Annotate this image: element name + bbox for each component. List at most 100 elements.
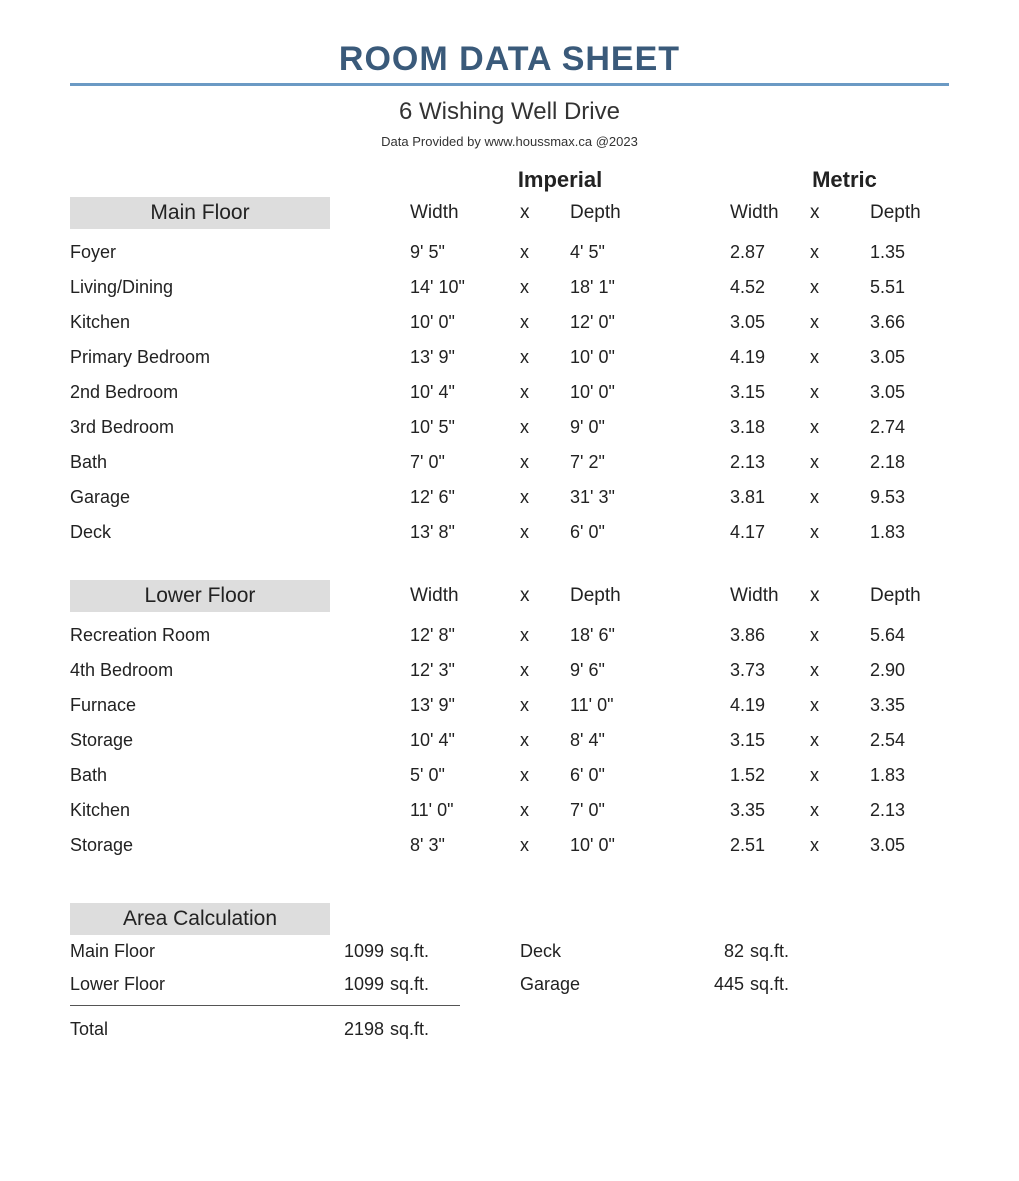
metric-depth: 3.35 — [870, 695, 940, 716]
room-row: Primary Bedroom13' 9"x10' 0"4.19x3.05 — [70, 340, 949, 375]
dimension-x: x — [810, 312, 870, 333]
room-name: Bath — [70, 765, 410, 786]
imperial-depth: 31' 3" — [570, 487, 690, 508]
imperial-width: 12' 6" — [410, 487, 520, 508]
room-row: Kitchen11' 0"x7' 0"3.35x2.13 — [70, 793, 949, 828]
room-row: Bath5' 0"x6' 0"1.52x1.83 — [70, 758, 949, 793]
area-left-value: 1099 — [320, 974, 390, 995]
area-unit: sq.ft. — [390, 974, 460, 995]
metric-width: 3.05 — [730, 312, 810, 333]
imperial-depth: 10' 0" — [570, 347, 690, 368]
metric-depth: 3.05 — [870, 835, 940, 856]
room-row: Recreation Room12' 8"x18' 6"3.86x5.64 — [70, 618, 949, 653]
imperial-width: 10' 5" — [410, 417, 520, 438]
page-title: ROOM DATA SHEET — [70, 40, 949, 79]
room-row: 3rd Bedroom10' 5"x9' 0"3.18x2.74 — [70, 410, 949, 445]
room-row: Furnace13' 9"x11' 0"4.19x3.35 — [70, 688, 949, 723]
dimension-x: x — [810, 487, 870, 508]
metric-depth: 5.51 — [870, 277, 940, 298]
imperial-depth: 10' 0" — [570, 835, 690, 856]
col-x-label: x — [520, 202, 570, 224]
imperial-width: 10' 0" — [410, 312, 520, 333]
imperial-width: 14' 10" — [410, 277, 520, 298]
unit-headers: Imperial Metric — [70, 167, 949, 193]
imperial-width: 13' 9" — [410, 347, 520, 368]
imperial-width: 13' 9" — [410, 695, 520, 716]
metric-depth: 2.90 — [870, 660, 940, 681]
area-unit: sq.ft. — [390, 1019, 460, 1040]
col-width-label-metric: Width — [730, 202, 810, 224]
metric-width: 4.17 — [730, 522, 810, 543]
imperial-depth: 4' 5" — [570, 242, 690, 263]
room-row: 4th Bedroom12' 3"x9' 6"3.73x2.90 — [70, 653, 949, 688]
imperial-depth: 9' 6" — [570, 660, 690, 681]
metric-depth: 5.64 — [870, 625, 940, 646]
dimension-x: x — [520, 660, 570, 681]
imperial-width: 10' 4" — [410, 382, 520, 403]
metric-width: 3.18 — [730, 417, 810, 438]
dimension-x: x — [520, 695, 570, 716]
dimension-x: x — [520, 347, 570, 368]
col-width-label: Width — [410, 202, 520, 224]
metric-depth: 3.66 — [870, 312, 940, 333]
imperial-depth: 18' 6" — [570, 625, 690, 646]
floor-header-row: Main FloorWidthxDepthWidthxDepth — [70, 197, 949, 229]
area-unit: sq.ft. — [750, 941, 820, 962]
dimension-x: x — [520, 242, 570, 263]
dimension-x: x — [810, 835, 870, 856]
room-name: 4th Bedroom — [70, 660, 410, 681]
dimension-x: x — [810, 242, 870, 263]
room-name: Bath — [70, 452, 410, 473]
imperial-width: 10' 4" — [410, 730, 520, 751]
metric-depth: 2.18 — [870, 452, 940, 473]
imperial-width: 12' 8" — [410, 625, 520, 646]
metric-depth: 2.54 — [870, 730, 940, 751]
metric-depth: 9.53 — [870, 487, 940, 508]
imperial-width: 11' 0" — [410, 800, 520, 821]
dimension-x: x — [520, 800, 570, 821]
col-depth-label: Depth — [570, 585, 690, 607]
room-name: 2nd Bedroom — [70, 382, 410, 403]
room-name: Foyer — [70, 242, 410, 263]
area-left-value: 1099 — [320, 941, 390, 962]
room-row: Bath7' 0"x7' 2"2.13x2.18 — [70, 445, 949, 480]
dimension-x: x — [520, 835, 570, 856]
dimension-x: x — [810, 452, 870, 473]
imperial-width: 13' 8" — [410, 522, 520, 543]
dimension-x: x — [810, 382, 870, 403]
area-right-value: 445 — [680, 974, 750, 995]
area-left-label: Lower Floor — [70, 974, 320, 995]
dimension-x: x — [810, 660, 870, 681]
metric-width: 3.15 — [730, 382, 810, 403]
imperial-width: 9' 5" — [410, 242, 520, 263]
area-total-value: 2198 — [320, 1019, 390, 1040]
dimension-x: x — [520, 312, 570, 333]
room-name: Kitchen — [70, 800, 410, 821]
floor-name: Main Floor — [70, 197, 330, 229]
imperial-depth: 6' 0" — [570, 765, 690, 786]
metric-width: 3.15 — [730, 730, 810, 751]
metric-width: 3.81 — [730, 487, 810, 508]
room-row: Kitchen10' 0"x12' 0"3.05x3.66 — [70, 305, 949, 340]
col-depth-label-metric: Depth — [870, 202, 940, 224]
dimension-x: x — [520, 765, 570, 786]
imperial-depth: 18' 1" — [570, 277, 690, 298]
col-width-label: Width — [410, 585, 520, 607]
metric-width: 4.52 — [730, 277, 810, 298]
dimension-x: x — [810, 347, 870, 368]
metric-depth: 1.35 — [870, 242, 940, 263]
imperial-width: 8' 3" — [410, 835, 520, 856]
floor-name: Lower Floor — [70, 580, 330, 612]
metric-depth: 3.05 — [870, 382, 940, 403]
metric-depth: 2.13 — [870, 800, 940, 821]
area-right-label: Garage — [520, 974, 680, 995]
area-left-label: Main Floor — [70, 941, 320, 962]
area-calculation-section: Area Calculation Main Floor1099sq.ft.Dec… — [70, 903, 949, 1040]
room-name: Furnace — [70, 695, 410, 716]
area-total-label: Total — [70, 1019, 320, 1040]
dimension-x: x — [520, 522, 570, 543]
room-name: Garage — [70, 487, 410, 508]
room-row: Deck13' 8"x6' 0"4.17x1.83 — [70, 515, 949, 550]
dimension-x: x — [810, 800, 870, 821]
col-depth-label-metric: Depth — [870, 585, 940, 607]
